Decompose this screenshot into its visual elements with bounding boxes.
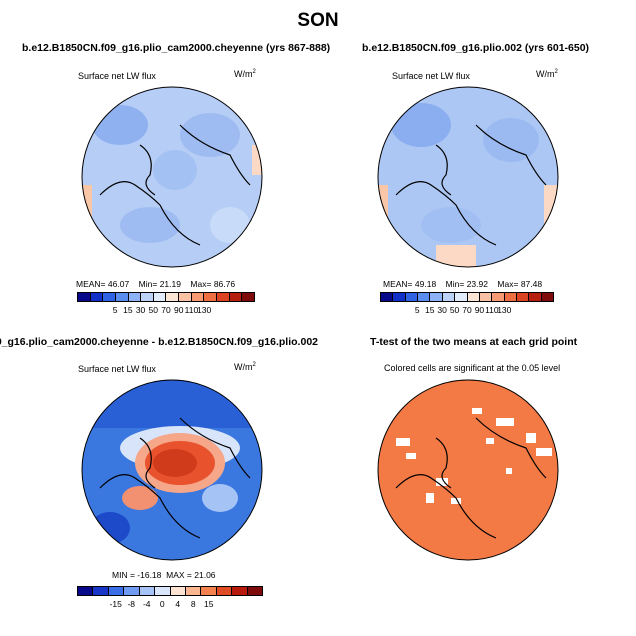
colorbar-swatch — [541, 293, 554, 301]
colorbar-swatch — [78, 293, 91, 301]
panel-4-polar-map — [377, 379, 559, 561]
colorbar-swatch — [492, 293, 505, 301]
colorbar-swatch — [229, 293, 243, 301]
colorbar-tick-label: 130 — [497, 305, 512, 315]
colorbar-tick-label: 30 — [135, 305, 146, 315]
colorbar-tick-label: 70 — [462, 305, 472, 315]
colorbar-swatch — [201, 587, 217, 595]
colorbar-swatch — [516, 293, 530, 301]
colorbar-swatch — [141, 293, 154, 301]
panel-3-variable-label: Surface net LW flux — [78, 364, 156, 374]
colorbar-tick-label: -4 — [142, 599, 151, 609]
panel-3-colorbar-ticks: -15 -8 -4 0 4 8 15 — [77, 599, 263, 611]
colorbar-swatch — [90, 293, 104, 301]
colorbar-swatch — [124, 587, 140, 595]
colorbar-tick-label: 15 — [204, 599, 214, 609]
colorbar-tick-label: 5 — [414, 305, 420, 315]
colorbar-swatch — [381, 293, 394, 301]
panel-1-units-label: W/m2 — [234, 69, 256, 79]
panel-2-colorbar-ticks: 5 15 30 50 70 90 110 130 — [380, 305, 554, 317]
colorbar-tick-label: 90 — [173, 305, 184, 315]
colorbar-swatch — [504, 293, 517, 301]
colorbar-swatch — [139, 587, 156, 595]
panel-1-stats: MEAN= 46.07 Min= 21.19 Max= 86.76 — [76, 279, 236, 289]
colorbar-tick-label: -8 — [127, 599, 136, 609]
colorbar-tick-label: 30 — [437, 305, 447, 315]
colorbar-swatch — [191, 293, 205, 301]
colorbar-swatch — [393, 293, 406, 301]
colorbar-swatch — [155, 587, 171, 595]
colorbar-swatch — [216, 587, 233, 595]
colorbar-tick-label: 50 — [449, 305, 460, 315]
colorbar-swatch — [242, 293, 254, 301]
colorbar-swatch — [185, 587, 202, 595]
colorbar-swatch — [418, 293, 431, 301]
colorbar-swatch — [430, 293, 443, 301]
figure-title: SON — [297, 10, 339, 31]
panel-1-variable-label: Surface net LW flux — [78, 71, 156, 81]
panel-2-units-label: W/m2 — [536, 69, 558, 79]
colorbar-tick-label: 15 — [424, 305, 435, 315]
colorbar-swatch — [128, 293, 142, 301]
colorbar-swatch — [103, 293, 116, 301]
colorbar-swatch — [405, 293, 419, 301]
panel-1-colorbar — [77, 292, 255, 302]
colorbar-tick-label: 90 — [474, 305, 485, 315]
colorbar-tick-label: 5 — [112, 305, 118, 315]
colorbar-swatch — [467, 293, 480, 301]
panel-3-colorbar — [77, 586, 263, 596]
panel-1-title: b.e12.B1850CN.f09_g16.plio_cam2000.cheye… — [22, 42, 331, 54]
colorbar-swatch — [217, 293, 230, 301]
colorbar-tick-label: 50 — [148, 305, 159, 315]
colorbar-tick-label: 130 — [197, 305, 212, 315]
panel-4-subtitle: Colored cells are significant at the 0.0… — [384, 363, 561, 373]
colorbar-tick-label: 110 — [184, 305, 199, 315]
colorbar-swatch — [108, 587, 125, 595]
panel-1-polar-map — [81, 86, 263, 268]
panel-2-stats: MEAN= 49.18 Min= 23.92 Max= 87.48 — [383, 279, 543, 289]
panel-2-variable-label: Surface net LW flux — [392, 71, 470, 81]
panel-3-units-label: W/m2 — [234, 362, 256, 372]
colorbar-tick-label: 70 — [161, 305, 171, 315]
panel-3-title: B1850CN.f09_g16.plio_cam2000.cheyenne - … — [0, 336, 318, 348]
colorbar-swatch — [115, 293, 129, 301]
colorbar-swatch — [232, 587, 248, 595]
colorbar-swatch — [153, 293, 167, 301]
panel-2-colorbar — [380, 292, 554, 302]
colorbar-tick-label: 0 — [159, 599, 165, 609]
panel-1-colorbar-ticks: 5 15 30 50 70 90 110 130 — [77, 305, 255, 317]
colorbar-swatch — [529, 293, 542, 301]
colorbar-swatch — [247, 587, 263, 595]
colorbar-swatch — [204, 293, 218, 301]
panel-2-title: b.e12.B1850CN.f09_g16.plio.002 (yrs 601-… — [362, 42, 590, 54]
panel-3-polar-map — [81, 379, 263, 561]
panel-3-stats: MIN = -16.18 MAX = 21.06 — [112, 570, 216, 580]
colorbar-tick-label: -15 — [109, 599, 122, 609]
colorbar-tick-label: 4 — [175, 599, 181, 609]
colorbar-tick-label: 110 — [485, 305, 499, 315]
colorbar-swatch — [170, 587, 186, 595]
colorbar-tick-label: 15 — [123, 305, 133, 315]
panel-4-title: T-test of the two means at each grid poi… — [370, 336, 578, 348]
colorbar-swatch — [78, 587, 94, 595]
panel-2-polar-map — [377, 86, 559, 268]
colorbar-swatch — [179, 293, 192, 301]
colorbar-swatch — [455, 293, 468, 301]
colorbar-swatch — [166, 293, 180, 301]
colorbar-swatch — [442, 293, 456, 301]
colorbar-swatch — [93, 587, 109, 595]
colorbar-swatch — [479, 293, 493, 301]
colorbar-tick-label: 8 — [190, 599, 196, 609]
